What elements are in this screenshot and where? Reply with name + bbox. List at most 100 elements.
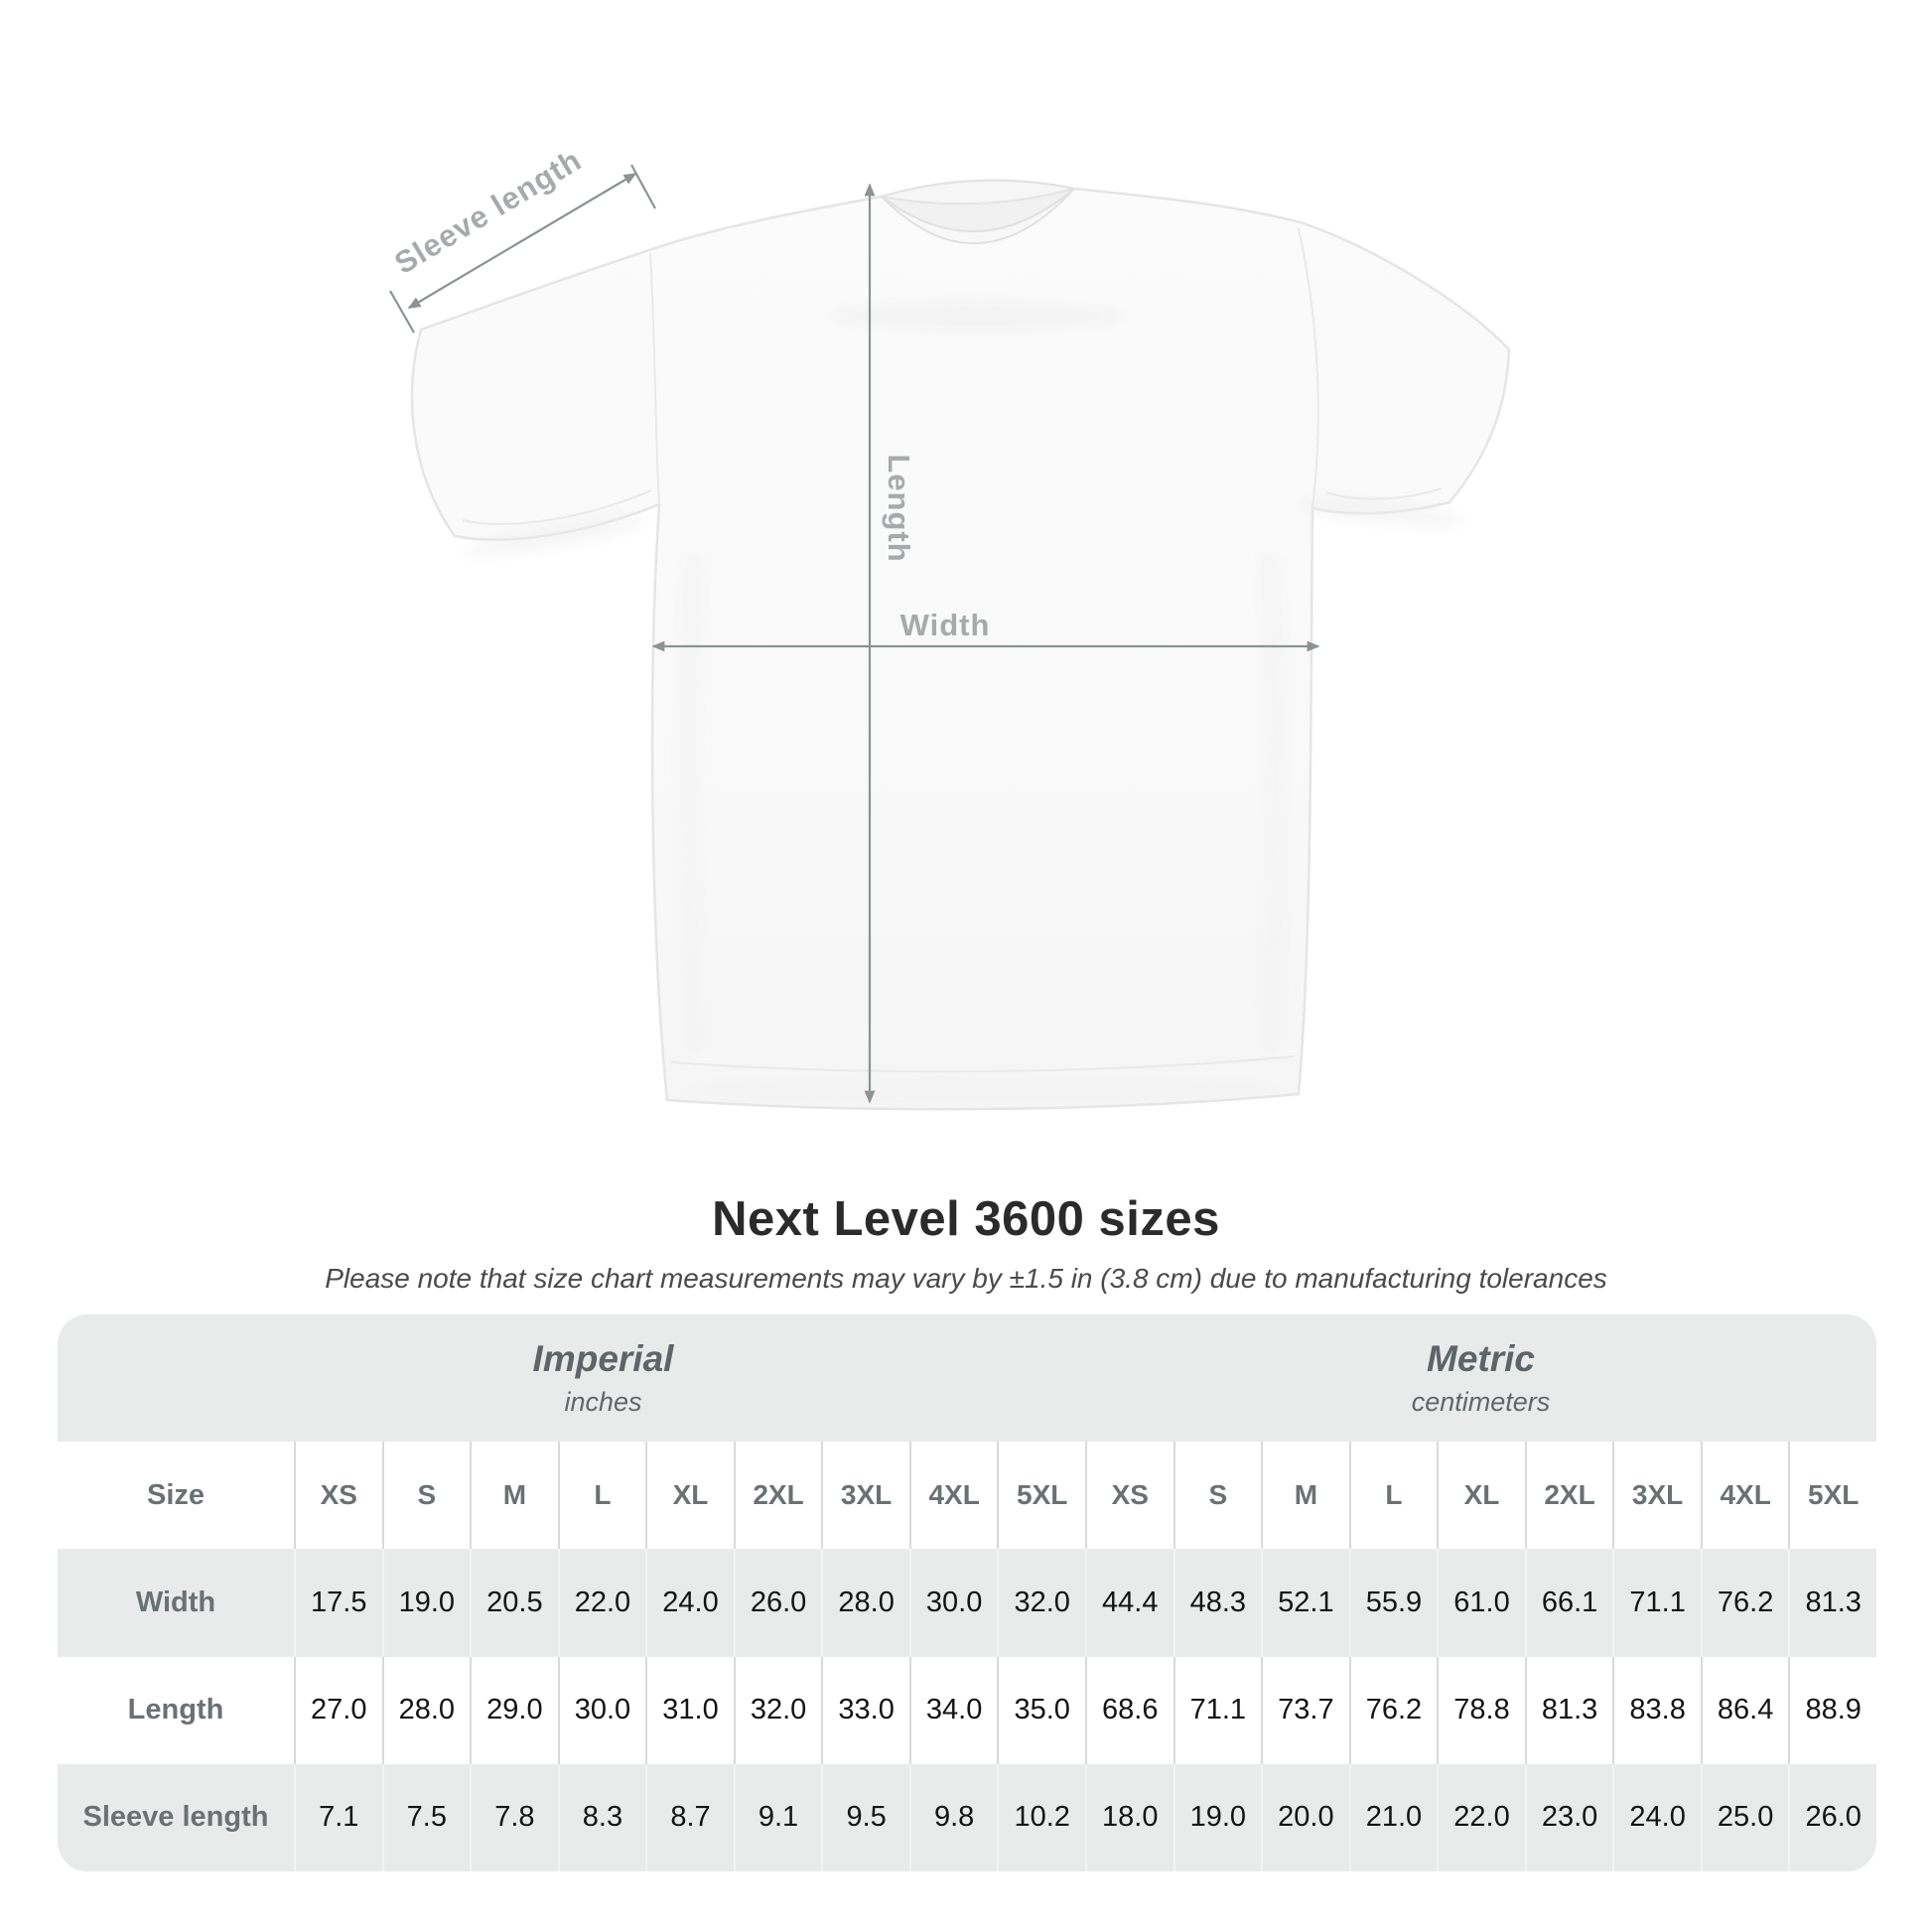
value-cell: 9.5 — [821, 1763, 909, 1871]
value-cell: 83.8 — [1612, 1656, 1701, 1764]
size-header-cell: 2XL — [1524, 1442, 1613, 1550]
tshirt-graphic — [410, 179, 1511, 1111]
value-cell: 7.1 — [294, 1763, 382, 1871]
table-header-row: Size XS S M L XL 2XL 3XL 4XL 5XL XS S M L XL 2XL 3XL 4XL 5… — [58, 1442, 1876, 1550]
value-cell: 22.0 — [557, 1549, 646, 1657]
size-header-cell: 5XL — [997, 1442, 1085, 1550]
value-cell: 66.1 — [1524, 1549, 1613, 1657]
value-cell: 81.3 — [1524, 1656, 1613, 1764]
value-cell: 22.0 — [1437, 1763, 1525, 1871]
length-label: Length — [882, 454, 916, 562]
value-cell: 7.8 — [470, 1763, 558, 1871]
size-header-cell: M — [470, 1442, 558, 1550]
value-cell: 35.0 — [997, 1656, 1085, 1764]
value-cell: 21.0 — [1348, 1763, 1438, 1871]
value-cell: 17.5 — [294, 1549, 382, 1657]
value-cell: 88.9 — [1788, 1656, 1876, 1764]
tshirt-seams — [462, 227, 1443, 1073]
value-cell: 78.8 — [1437, 1656, 1525, 1764]
value-cell: 19.0 — [381, 1549, 471, 1657]
size-header-cell: 4XL — [1700, 1442, 1789, 1550]
size-header-cell: 5XL — [1788, 1442, 1876, 1550]
value-cell: 33.0 — [821, 1656, 909, 1764]
value-cell: 55.9 — [1348, 1549, 1438, 1657]
size-column-header: Size — [146, 1478, 206, 1511]
value-cell: 71.1 — [1612, 1549, 1701, 1657]
value-cell: 34.0 — [908, 1656, 998, 1764]
size-table: Imperial inches Metric centimeters Size X… — [58, 1314, 1876, 1871]
value-cell: 10.2 — [997, 1763, 1085, 1871]
width-label: Width — [900, 608, 991, 642]
table-row: Length 27.0 28.0 29.0 30.0 31.0 32.0 33.0 34.0 35… — [58, 1656, 1876, 1764]
value-cell: 19.0 — [1173, 1763, 1262, 1871]
value-cell: 31.0 — [645, 1656, 734, 1764]
sleeve-length-arrow — [407, 173, 637, 309]
value-cell: 25.0 — [1700, 1763, 1789, 1871]
size-header-cell: XL — [1437, 1442, 1525, 1550]
imperial-unit-name: Imperial — [532, 1338, 674, 1379]
row-label: Length — [127, 1694, 224, 1726]
value-cell: 28.0 — [381, 1656, 471, 1764]
value-cell: 26.0 — [733, 1549, 822, 1657]
size-header-cell: XS — [1085, 1442, 1173, 1550]
value-cell: 73.7 — [1261, 1656, 1349, 1764]
value-cell: 30.0 — [908, 1549, 998, 1657]
imperial-unit-header: Imperial inches — [58, 1314, 1085, 1442]
value-cell: 30.0 — [557, 1656, 646, 1764]
value-cell: 8.3 — [557, 1763, 646, 1871]
value-cell: 86.4 — [1700, 1656, 1789, 1764]
row-label: Width — [135, 1586, 216, 1618]
value-cell: 52.1 — [1261, 1549, 1349, 1657]
table-row: Sleeve length 7.1 7.5 7.8 8.3 8.7 9.1 9.5 9.8 10.… — [58, 1763, 1876, 1871]
size-header-cell: XL — [645, 1442, 734, 1550]
value-cell: 20.0 — [1261, 1763, 1349, 1871]
size-header-cell: L — [557, 1442, 646, 1550]
row-label: Sleeve length — [82, 1801, 269, 1834]
measurement-annotations — [389, 164, 1320, 1104]
size-header-cell: L — [1348, 1442, 1438, 1550]
unit-header-band: Imperial inches Metric centimeters — [58, 1314, 1876, 1442]
sleeve-arrow-end-tick — [630, 164, 656, 209]
value-cell: 9.1 — [733, 1763, 822, 1871]
value-cell: 26.0 — [1788, 1763, 1876, 1871]
size-header-cell: 4XL — [908, 1442, 998, 1550]
size-header-cell: S — [381, 1442, 471, 1550]
value-cell: 8.7 — [645, 1763, 734, 1871]
value-cell: 20.5 — [470, 1549, 558, 1657]
value-cell: 68.6 — [1085, 1656, 1173, 1764]
size-header-cell: M — [1261, 1442, 1349, 1550]
value-cell: 81.3 — [1788, 1549, 1876, 1657]
metric-unit-sublabel: centimeters — [1411, 1387, 1551, 1417]
tolerance-note: Please note that size chart measurements… — [325, 1263, 1607, 1294]
imperial-unit-sublabel: inches — [564, 1387, 642, 1417]
value-cell: 7.5 — [381, 1763, 471, 1871]
value-cell: 27.0 — [294, 1656, 382, 1764]
value-cell: 48.3 — [1173, 1549, 1262, 1657]
value-cell: 18.0 — [1085, 1763, 1173, 1871]
size-header-cell: 2XL — [733, 1442, 822, 1550]
value-cell: 76.2 — [1348, 1656, 1438, 1764]
value-cell: 32.0 — [997, 1549, 1085, 1657]
metric-unit-name: Metric — [1427, 1338, 1535, 1379]
value-cell: 23.0 — [1524, 1763, 1613, 1871]
size-header-cell: XS — [294, 1442, 382, 1550]
size-header-cell: 3XL — [821, 1442, 909, 1550]
value-cell: 76.2 — [1700, 1549, 1789, 1657]
shirt-measurement-diagram: Sleeve length Length Width — [388, 142, 1511, 1111]
value-cell: 28.0 — [821, 1549, 909, 1657]
value-cell: 44.4 — [1085, 1549, 1173, 1657]
value-cell: 71.1 — [1173, 1656, 1262, 1764]
value-cell: 32.0 — [733, 1656, 822, 1764]
value-cell: 24.0 — [1612, 1763, 1701, 1871]
table-row: Width 17.5 19.0 20.5 22.0 24.0 26.0 28.0 30.0 32.… — [58, 1549, 1876, 1657]
metric-unit-header: Metric centimeters — [1085, 1314, 1876, 1442]
tshirt-collar — [881, 179, 1075, 244]
size-header-cell: 3XL — [1612, 1442, 1701, 1550]
sleeve-arrow-start-tick — [389, 290, 415, 334]
value-cell: 61.0 — [1437, 1549, 1525, 1657]
size-header-cell: S — [1173, 1442, 1262, 1550]
value-cell: 9.8 — [908, 1763, 998, 1871]
value-cell: 24.0 — [645, 1549, 734, 1657]
page-title: Next Level 3600 sizes — [712, 1192, 1220, 1246]
